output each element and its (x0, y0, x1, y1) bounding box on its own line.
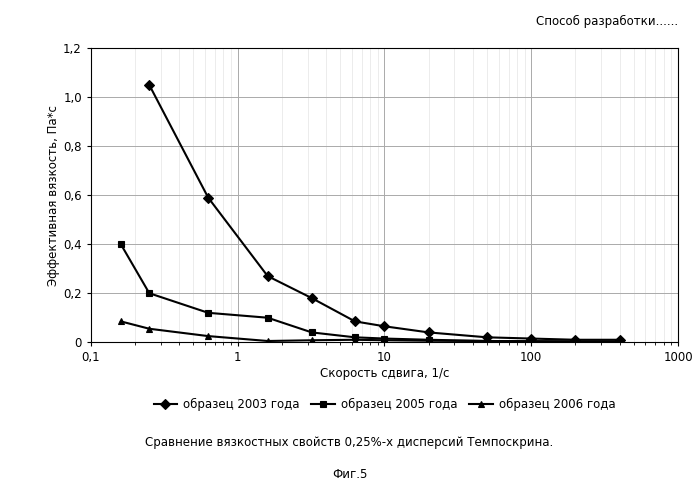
образец 2005 года (351, 335, 359, 340)
образец 2003 года (527, 335, 535, 341)
образец 2003 года (264, 273, 272, 279)
Line: образец 2003 года: образец 2003 года (146, 81, 623, 343)
образец 2003 года (145, 82, 154, 88)
Text: Сравнение вязкостных свойств 0,25%-х дисперсий Темпоскрина.: Сравнение вязкостных свойств 0,25%-х дис… (145, 436, 554, 449)
образец 2005 года (380, 335, 389, 341)
образец 2003 года (424, 330, 433, 335)
образец 2005 года (204, 310, 212, 316)
образец 2003 года (204, 195, 212, 201)
образец 2006 года (424, 338, 433, 344)
образец 2006 года (483, 338, 491, 344)
образец 2005 года (308, 330, 316, 335)
образец 2005 года (483, 338, 491, 344)
образец 2003 года (308, 295, 316, 301)
образец 2005 года (117, 241, 125, 247)
образец 2006 года (571, 338, 579, 344)
Line: образец 2006 года: образец 2006 года (117, 318, 623, 345)
Text: Фиг.5: Фиг.5 (332, 468, 367, 481)
X-axis label: Скорость сдвига, 1/с: Скорость сдвига, 1/с (319, 367, 449, 380)
образец 2006 года (264, 338, 272, 344)
образец 2005 года (571, 338, 579, 344)
образец 2003 года (351, 319, 359, 324)
образец 2005 года (615, 338, 624, 344)
образец 2006 года (308, 337, 316, 343)
образец 2006 года (351, 337, 359, 343)
образец 2006 года (145, 326, 154, 332)
образец 2003 года (615, 337, 624, 343)
образец 2005 года (527, 338, 535, 344)
Legend: образец 2003 года, образец 2005 года, образец 2006 года: образец 2003 года, образец 2005 года, об… (154, 398, 615, 411)
образец 2006 года (204, 333, 212, 339)
Line: образец 2005 года: образец 2005 года (117, 241, 623, 345)
Y-axis label: Эффективная вязкость, Па*с: Эффективная вязкость, Па*с (48, 105, 60, 286)
образец 2003 года (483, 335, 491, 340)
образец 2006 года (117, 319, 125, 324)
образец 2005 года (145, 290, 154, 296)
образец 2005 года (424, 337, 433, 343)
образец 2003 года (571, 337, 579, 343)
образец 2006 года (615, 338, 624, 344)
образец 2006 года (380, 337, 389, 343)
образец 2006 года (527, 338, 535, 344)
Text: Способ разработки......: Способ разработки...... (536, 14, 678, 27)
образец 2003 года (380, 323, 389, 329)
образец 2005 года (264, 315, 272, 321)
